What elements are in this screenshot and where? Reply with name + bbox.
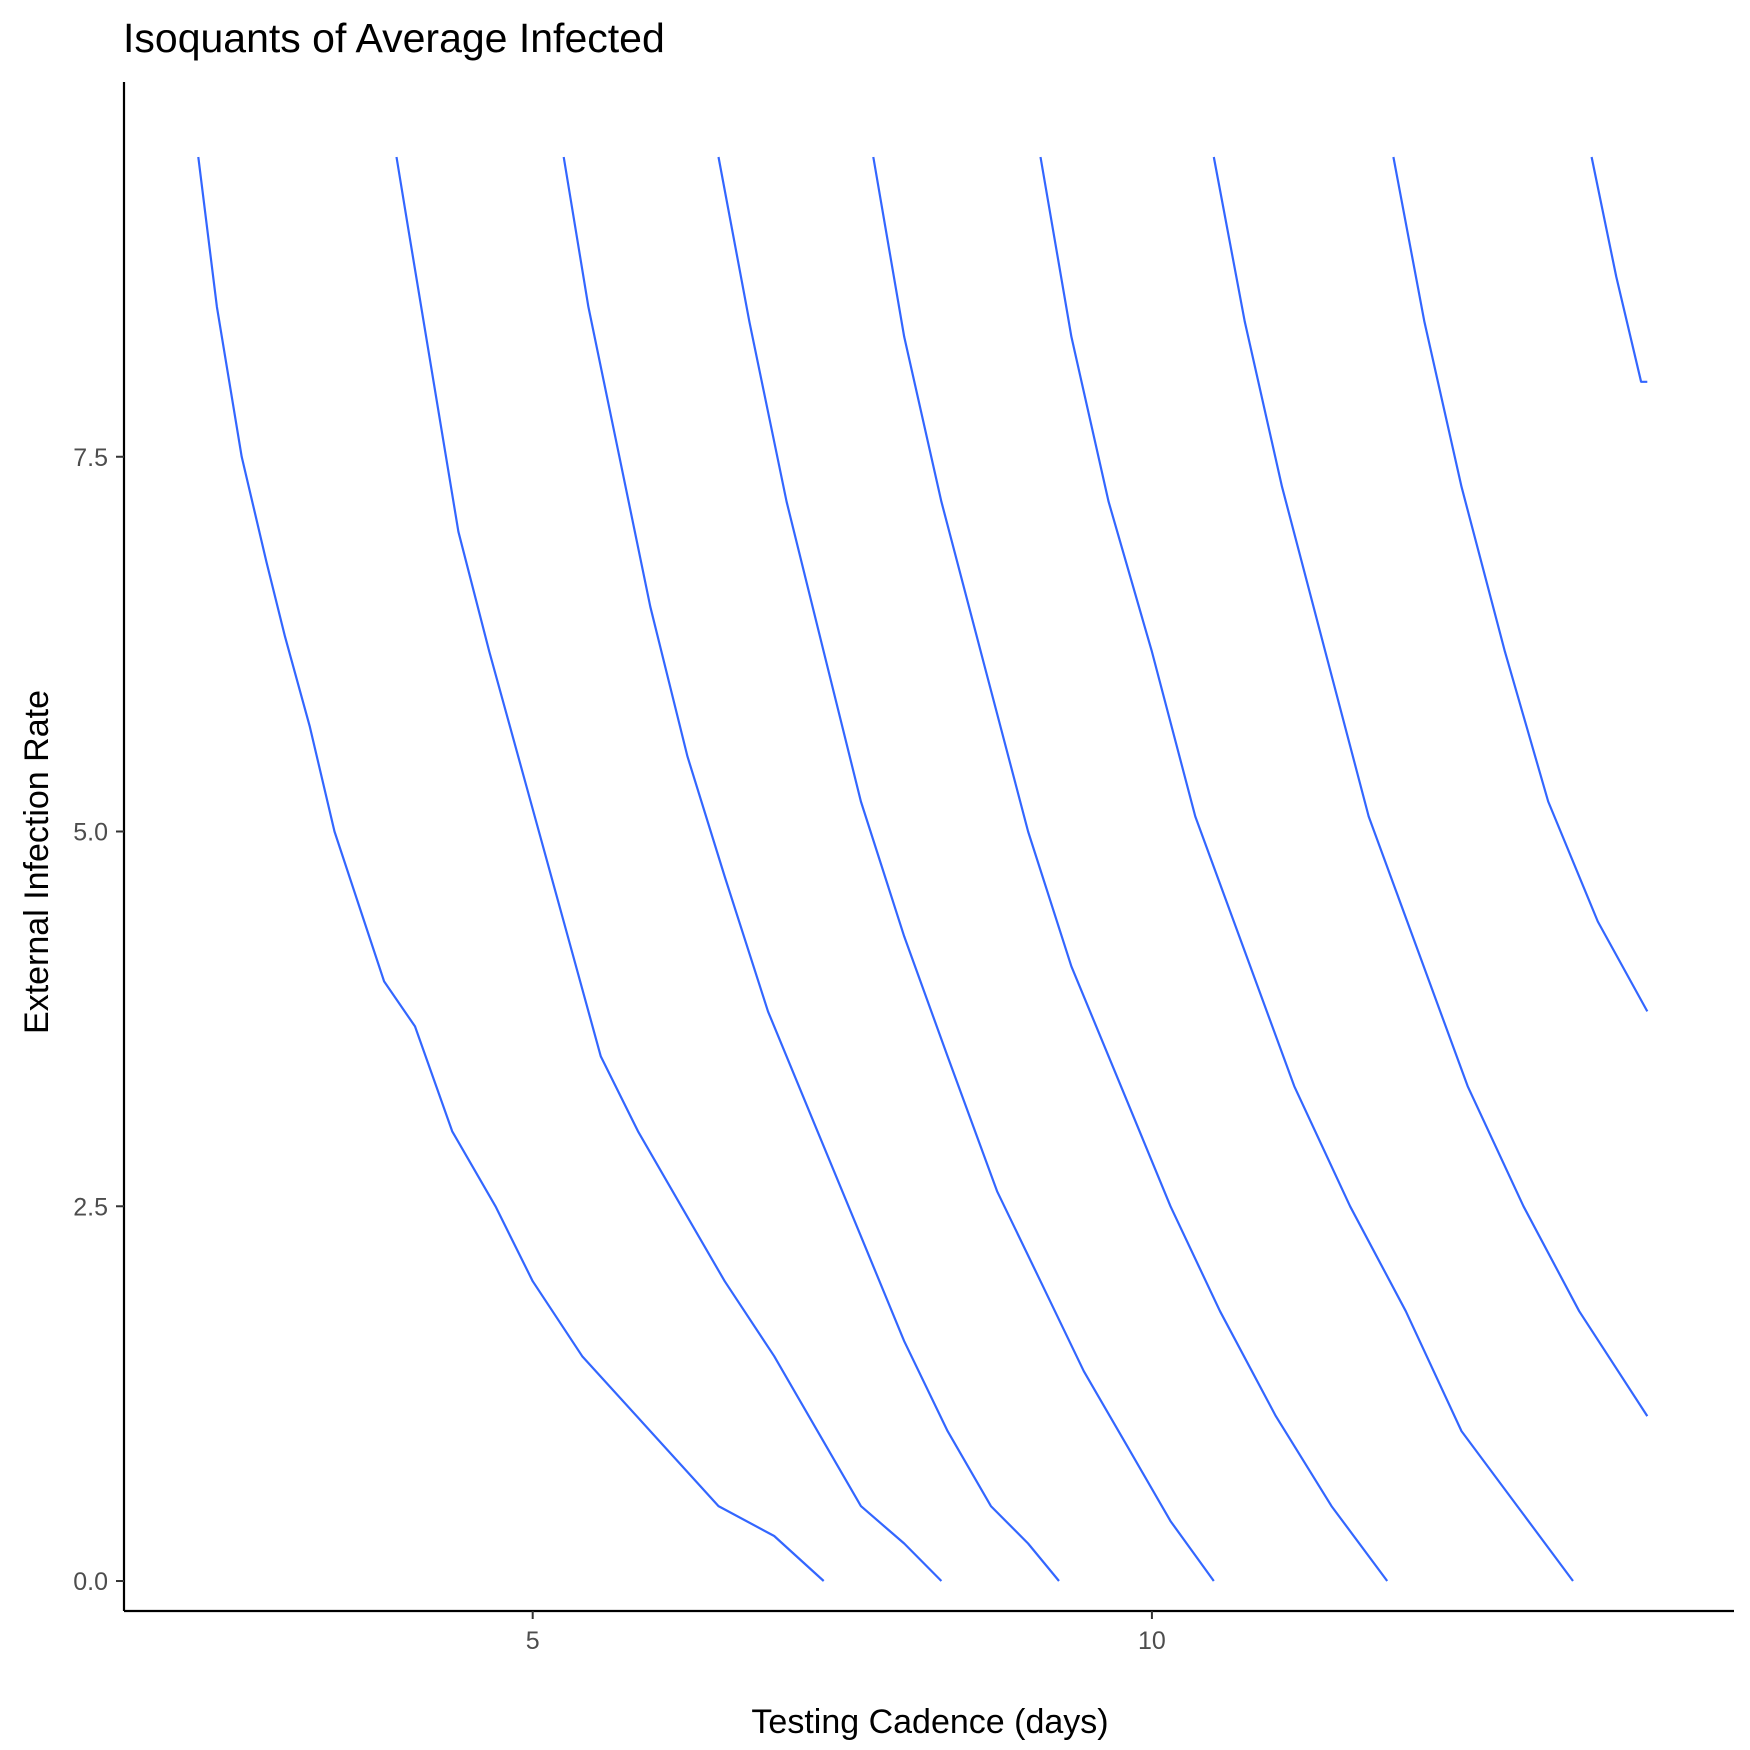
isoquant-lines — [197, 156, 1649, 1582]
isoquant-line-4 — [717, 156, 1215, 1582]
isoquant-line-8 — [1392, 156, 1649, 1012]
y-tick-label: 0.0 — [73, 1568, 108, 1596]
isoquant-line-3 — [562, 156, 1060, 1582]
y-tick-label: 2.5 — [73, 1193, 108, 1221]
isoquant-line-9 — [1590, 156, 1648, 383]
y-tick-label: 5.0 — [73, 819, 108, 847]
isoquant-line-1 — [197, 156, 825, 1582]
isoquant-line-6 — [1039, 156, 1574, 1582]
x-tick-label: 5 — [526, 1627, 540, 1655]
x-axis-title: Testing Cadence (days) — [751, 1703, 1108, 1741]
x-axis-ticks: 5 10 — [526, 1611, 1166, 1655]
y-tick-label: 7.5 — [73, 444, 108, 472]
isoquant-line-5 — [872, 156, 1389, 1582]
y-axis-ticks: 0.0 2.5 5.0 7.5 — [73, 444, 124, 1596]
chart-title: Isoquants of Average Infected — [123, 15, 665, 61]
isoquant-line-7 — [1212, 156, 1649, 1417]
isoquant-line-2 — [395, 156, 943, 1582]
y-axis-title: External Infection Rate — [18, 690, 56, 1034]
x-tick-label: 10 — [1138, 1627, 1166, 1655]
